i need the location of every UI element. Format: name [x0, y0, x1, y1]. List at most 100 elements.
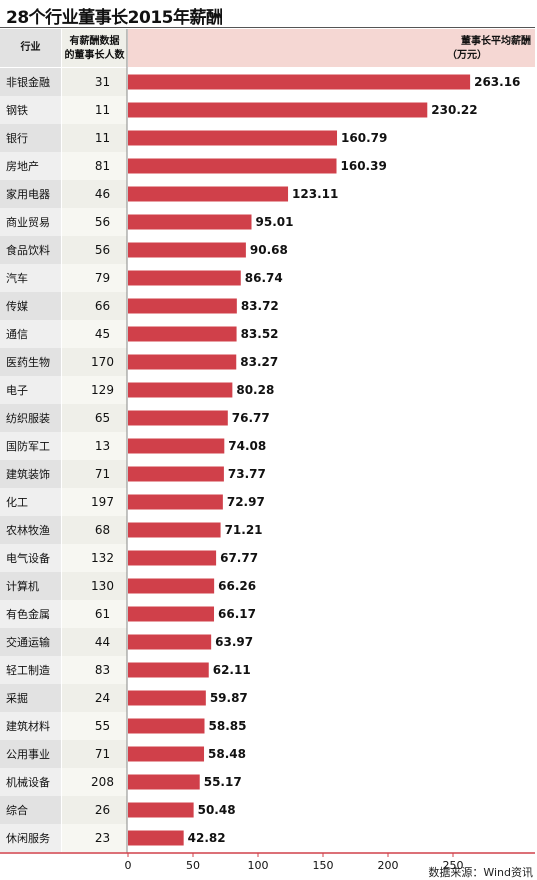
industry-label: 休闲服务 [6, 831, 50, 845]
bar [128, 690, 206, 706]
industry-label: 建筑材料 [6, 719, 50, 733]
bar [128, 802, 194, 818]
count-cell [62, 656, 127, 684]
table-row: 传媒 66 83.72 [6, 298, 279, 314]
label-cell [0, 236, 61, 264]
label-cell [0, 824, 61, 852]
table-row: 钢铁 11 230.22 [6, 102, 478, 118]
chairman-count: 66 [95, 299, 110, 313]
industry-label: 汽车 [6, 271, 28, 285]
count-cell [62, 404, 127, 432]
header-count-cell [62, 29, 127, 67]
industry-label: 家用电器 [6, 187, 50, 201]
table-row: 建筑材料 55 58.85 [6, 718, 246, 734]
chairman-count: 81 [95, 159, 110, 173]
value-label: 50.48 [198, 803, 236, 817]
label-cell [0, 684, 61, 712]
column-header-industry: 行业 [20, 40, 41, 53]
value-label: 67.77 [220, 551, 258, 565]
industry-label: 通信 [6, 328, 28, 341]
bar [128, 74, 471, 90]
chart-background [0, 29, 535, 852]
table-row: 轻工制造 83 62.11 [6, 662, 251, 678]
industry-label: 电气设备 [6, 551, 50, 565]
count-cell [62, 432, 127, 460]
label-cell [0, 544, 61, 572]
table-row: 非银金融 31 263.16 [6, 74, 520, 90]
label-cell [0, 376, 61, 404]
label-cell [0, 572, 61, 600]
chart-header: 行业 有薪酬数据 的董事长人数 董事长平均薪酬 （万元） [20, 34, 532, 61]
chairman-count: 130 [91, 579, 114, 593]
table-row: 国防军工 13 74.08 [6, 438, 266, 454]
value-label: 55.17 [204, 775, 242, 789]
value-label: 76.77 [232, 411, 270, 425]
table-row: 通信 45 83.52 [6, 326, 279, 342]
value-label: 66.17 [218, 607, 256, 621]
value-label: 83.72 [241, 299, 279, 313]
chairman-count: 46 [95, 187, 110, 201]
bar [128, 214, 252, 230]
chart-rows: 非银金融 31 263.16 钢铁 11 230.22 银行 11 160.79 房地产 81 160… [6, 74, 520, 846]
label-cell [0, 656, 61, 684]
count-cell [62, 600, 127, 628]
bar [128, 578, 215, 594]
industry-label: 医药生物 [6, 355, 50, 369]
chairman-count: 45 [95, 327, 110, 341]
chairman-count: 61 [95, 607, 110, 621]
bar [128, 410, 228, 426]
bar [128, 326, 237, 342]
value-label: 80.28 [236, 383, 274, 397]
chairman-count: 71 [95, 467, 110, 481]
bar [128, 494, 223, 510]
value-label: 95.01 [256, 215, 294, 229]
count-cell [62, 572, 127, 600]
chairman-count: 79 [95, 271, 110, 285]
chairman-count: 132 [91, 551, 114, 565]
label-cell [0, 712, 61, 740]
bar [128, 550, 217, 566]
table-row: 汽车 79 86.74 [6, 270, 283, 286]
bar [128, 382, 233, 398]
count-cell [62, 236, 127, 264]
chairman-count: 11 [95, 131, 110, 145]
x-tick-label: 200 [378, 859, 399, 872]
value-label: 263.16 [474, 75, 520, 89]
value-label: 42.82 [188, 831, 226, 845]
count-cell [62, 768, 127, 796]
bar [128, 102, 428, 118]
table-row: 计算机 130 66.26 [6, 578, 256, 594]
label-cell [0, 96, 61, 124]
label-cell [0, 180, 61, 208]
x-tick-label: 250 [443, 859, 464, 872]
industry-label: 化工 [6, 495, 28, 509]
industry-label: 纺织服装 [6, 411, 50, 425]
label-cell [0, 740, 61, 768]
bar [128, 718, 205, 734]
chairman-count: 68 [95, 523, 110, 537]
bar [128, 830, 184, 846]
table-row: 医药生物 170 83.27 [6, 354, 278, 370]
table-row: 采掘 24 59.87 [6, 690, 248, 706]
label-cell [0, 768, 61, 796]
industry-label: 传媒 [6, 300, 28, 313]
label-cell [0, 264, 61, 292]
value-label: 86.74 [245, 271, 283, 285]
count-cell [62, 152, 127, 180]
table-row: 建筑装饰 71 73.77 [6, 466, 266, 482]
count-cell [62, 712, 127, 740]
bar [128, 746, 205, 762]
industry-label: 农林牧渔 [6, 523, 50, 537]
table-row: 家用电器 46 123.11 [6, 186, 338, 202]
value-label: 71.21 [225, 523, 263, 537]
table-row: 农林牧渔 68 71.21 [6, 522, 263, 538]
count-cell [62, 684, 127, 712]
industry-label: 综合 [6, 803, 28, 817]
value-label: 160.39 [341, 159, 387, 173]
label-cell [0, 348, 61, 376]
count-cell [62, 124, 127, 152]
label-cell [0, 292, 61, 320]
bar [128, 522, 221, 538]
industry-label: 采掘 [6, 691, 28, 705]
